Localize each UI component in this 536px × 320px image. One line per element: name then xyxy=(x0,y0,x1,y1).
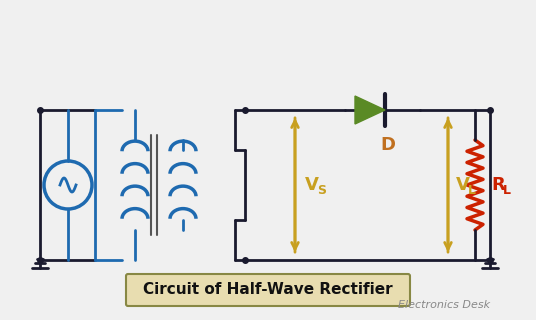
Polygon shape xyxy=(355,96,385,124)
Text: Electronics Desk: Electronics Desk xyxy=(398,300,490,310)
Text: L: L xyxy=(468,183,476,196)
Text: V: V xyxy=(456,176,470,194)
Text: R: R xyxy=(491,176,505,194)
Text: L: L xyxy=(503,183,511,196)
Text: D: D xyxy=(380,136,395,154)
FancyBboxPatch shape xyxy=(126,274,410,306)
Text: V: V xyxy=(305,176,319,194)
Text: Circuit of Half-Wave Rectifier: Circuit of Half-Wave Rectifier xyxy=(143,283,393,298)
Text: S: S xyxy=(317,183,326,196)
